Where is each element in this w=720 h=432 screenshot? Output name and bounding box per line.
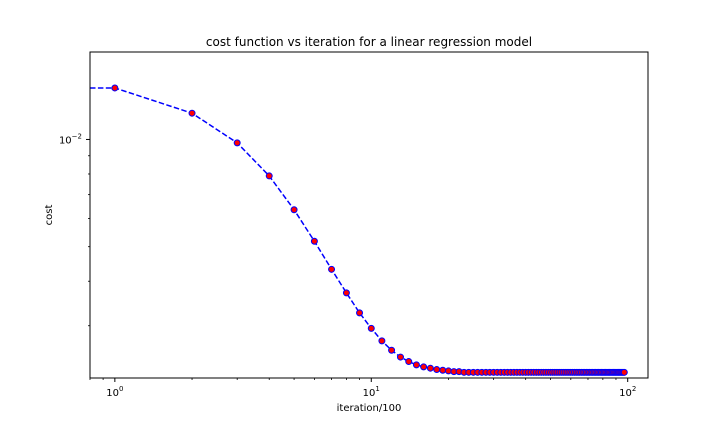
y-axis-label: cost xyxy=(44,205,55,226)
data-point xyxy=(439,366,447,374)
data-point xyxy=(420,363,428,371)
data-point xyxy=(396,353,404,361)
y-tick-label: 10−2 xyxy=(59,132,82,146)
data-point xyxy=(310,237,318,245)
chart-title: cost function vs iteration for a linear … xyxy=(206,35,532,49)
data-point xyxy=(188,109,196,117)
data-point xyxy=(265,172,273,180)
data-point xyxy=(426,364,434,372)
data-point xyxy=(388,346,396,354)
data-point xyxy=(620,368,628,376)
x-tick-label: 102 xyxy=(619,385,636,399)
data-point xyxy=(342,289,350,297)
data-point xyxy=(405,358,413,366)
x-axis-label: iteration/100 xyxy=(337,403,402,414)
data-point xyxy=(433,366,441,374)
x-tick-label: 101 xyxy=(363,385,380,399)
data-point xyxy=(290,206,298,214)
data-point xyxy=(233,139,241,147)
data-point xyxy=(367,324,375,332)
data-point xyxy=(378,337,386,345)
data-point xyxy=(356,309,364,317)
data-point xyxy=(111,84,119,92)
plot-frame xyxy=(89,51,649,379)
data-point xyxy=(412,361,420,369)
axes: 100 101 102 10−2 xyxy=(59,132,636,399)
x-tick-label: 100 xyxy=(106,385,123,399)
plot-area xyxy=(90,84,628,376)
data-point xyxy=(328,265,336,273)
